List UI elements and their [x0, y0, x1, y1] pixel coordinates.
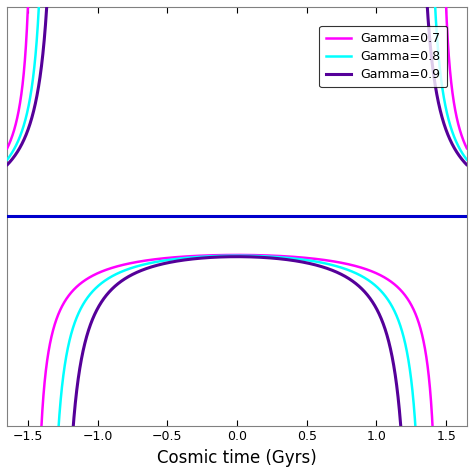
Legend: Gamma=0.7, Gamma=0.8, Gamma=0.9: Gamma=0.7, Gamma=0.8, Gamma=0.9: [319, 26, 447, 87]
X-axis label: Cosmic time (Gyrs): Cosmic time (Gyrs): [157, 449, 317, 467]
